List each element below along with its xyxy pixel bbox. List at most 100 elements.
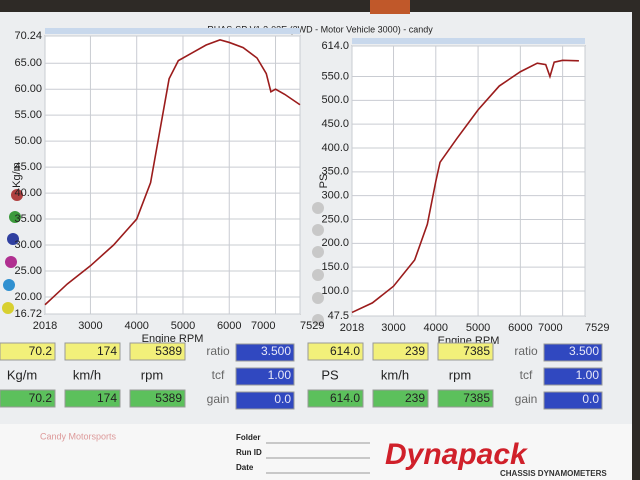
y-tick-label: 614.0 bbox=[321, 40, 349, 52]
y-axis-label: Kg/m bbox=[11, 162, 23, 188]
readout-box bbox=[64, 342, 121, 361]
dot bbox=[7, 233, 19, 245]
setting-box bbox=[543, 367, 603, 386]
readout-box bbox=[129, 389, 186, 408]
readout-label: rpm bbox=[141, 367, 163, 382]
chart-title: RHAS-SP V1 3-03E (2WD - Motor Vehicle 30… bbox=[207, 24, 433, 34]
y-tick-label: 55.00 bbox=[14, 109, 42, 121]
setting-value: 1.00 bbox=[576, 368, 600, 382]
y-tick-label: 400.0 bbox=[321, 142, 349, 154]
y-tick-label: 70.24 bbox=[14, 30, 42, 42]
readout-label: km/h bbox=[73, 367, 101, 382]
readout-label: km/h bbox=[381, 367, 409, 382]
dot bbox=[9, 211, 21, 223]
dot bbox=[312, 202, 324, 214]
setting-value: 0.0 bbox=[274, 392, 291, 406]
dot bbox=[3, 279, 15, 291]
setting-label: tcf bbox=[212, 368, 225, 382]
readout-box bbox=[129, 342, 186, 361]
y-tick-label: 200.0 bbox=[321, 237, 349, 249]
setting-value: 1.00 bbox=[268, 368, 292, 382]
readout-label: rpm bbox=[449, 367, 471, 382]
dot bbox=[312, 269, 324, 281]
x-tick-label: 3000 bbox=[78, 320, 102, 332]
x-tick-label: 6000 bbox=[217, 320, 241, 332]
dot bbox=[312, 224, 324, 236]
field-label: Folder bbox=[236, 433, 260, 442]
setting-label: ratio bbox=[514, 344, 538, 358]
setting-label: gain bbox=[515, 392, 538, 406]
dot bbox=[312, 292, 324, 304]
readout-box bbox=[307, 389, 364, 408]
plot-header bbox=[45, 28, 300, 34]
dot bbox=[5, 256, 17, 268]
setting-box bbox=[543, 343, 603, 362]
x-tick-label: 3000 bbox=[381, 322, 405, 334]
readout-value: 614.0 bbox=[330, 344, 360, 358]
field-label: Date bbox=[236, 463, 254, 472]
dot bbox=[2, 302, 14, 314]
y-tick-label: 30.00 bbox=[14, 239, 42, 251]
plot-area bbox=[351, 45, 586, 317]
readout-value: 70.2 bbox=[29, 391, 53, 405]
setting-label: ratio bbox=[206, 344, 230, 358]
tagline: CHASSIS DYNAMOMETERS bbox=[500, 469, 607, 478]
readout-box bbox=[437, 342, 494, 361]
y-tick-label: 35.00 bbox=[14, 213, 42, 225]
x-axis-label: Engine RPM bbox=[142, 333, 204, 345]
y-tick-label: 47.5 bbox=[328, 310, 349, 322]
y-tick-label: 25.00 bbox=[14, 265, 42, 277]
setting-value: 3.500 bbox=[569, 344, 599, 358]
background-object bbox=[370, 0, 410, 14]
logo: Dynapack bbox=[385, 438, 528, 471]
x-tick-label: 7000 bbox=[538, 322, 562, 334]
y-tick-label: 350.0 bbox=[321, 166, 349, 178]
x-tick-label: 6000 bbox=[508, 322, 532, 334]
dot bbox=[312, 246, 324, 258]
data-line bbox=[351, 59, 579, 314]
setting-label: gain bbox=[207, 392, 230, 406]
x-tick-label: 7529 bbox=[585, 322, 609, 334]
readout-box bbox=[372, 342, 429, 361]
y-tick-label: 16.72 bbox=[14, 308, 42, 320]
y-tick-label: 50.00 bbox=[14, 135, 42, 147]
y-tick-label: 45.00 bbox=[14, 161, 42, 173]
y-tick-label: 60.00 bbox=[14, 83, 42, 95]
readout-value: 239 bbox=[405, 391, 425, 405]
dot bbox=[11, 189, 23, 201]
setting-box bbox=[235, 367, 295, 386]
setting-box bbox=[235, 343, 295, 362]
readout-value: 614.0 bbox=[330, 391, 360, 405]
readout-value: 174 bbox=[97, 391, 117, 405]
data-line bbox=[44, 39, 301, 306]
dot bbox=[312, 314, 324, 326]
y-tick-label: 100.0 bbox=[321, 285, 349, 297]
readout-value: 239 bbox=[405, 344, 425, 358]
setting-box bbox=[543, 391, 603, 410]
readout-value: 70.2 bbox=[29, 344, 53, 358]
x-tick-label: 5000 bbox=[171, 320, 195, 332]
readout-value: 7385 bbox=[463, 344, 490, 358]
y-tick-label: 550.0 bbox=[321, 70, 349, 82]
plot-header bbox=[352, 38, 585, 44]
readout-box bbox=[0, 342, 56, 361]
y-axis-label: PS bbox=[318, 174, 330, 189]
readout-value: 174 bbox=[97, 344, 117, 358]
y-tick-label: 20.00 bbox=[14, 291, 42, 303]
setting-value: 3.500 bbox=[261, 344, 291, 358]
company: Candy Motorsports bbox=[40, 431, 117, 441]
x-tick-label: 2018 bbox=[33, 320, 57, 332]
color-dots bbox=[2, 189, 324, 326]
y-tick-label: 450.0 bbox=[321, 118, 349, 130]
y-tick-label: 500.0 bbox=[321, 94, 349, 106]
readout-value: 7385 bbox=[463, 391, 490, 405]
y-tick-label: 65.00 bbox=[14, 57, 42, 69]
readout-label: PS bbox=[321, 367, 339, 382]
readout-label: Kg/m bbox=[7, 367, 37, 382]
x-tick-label: 5000 bbox=[466, 322, 490, 334]
x-tick-label: 4000 bbox=[124, 320, 148, 332]
footer-area bbox=[0, 424, 632, 480]
y-tick-label: 40.00 bbox=[14, 187, 42, 199]
